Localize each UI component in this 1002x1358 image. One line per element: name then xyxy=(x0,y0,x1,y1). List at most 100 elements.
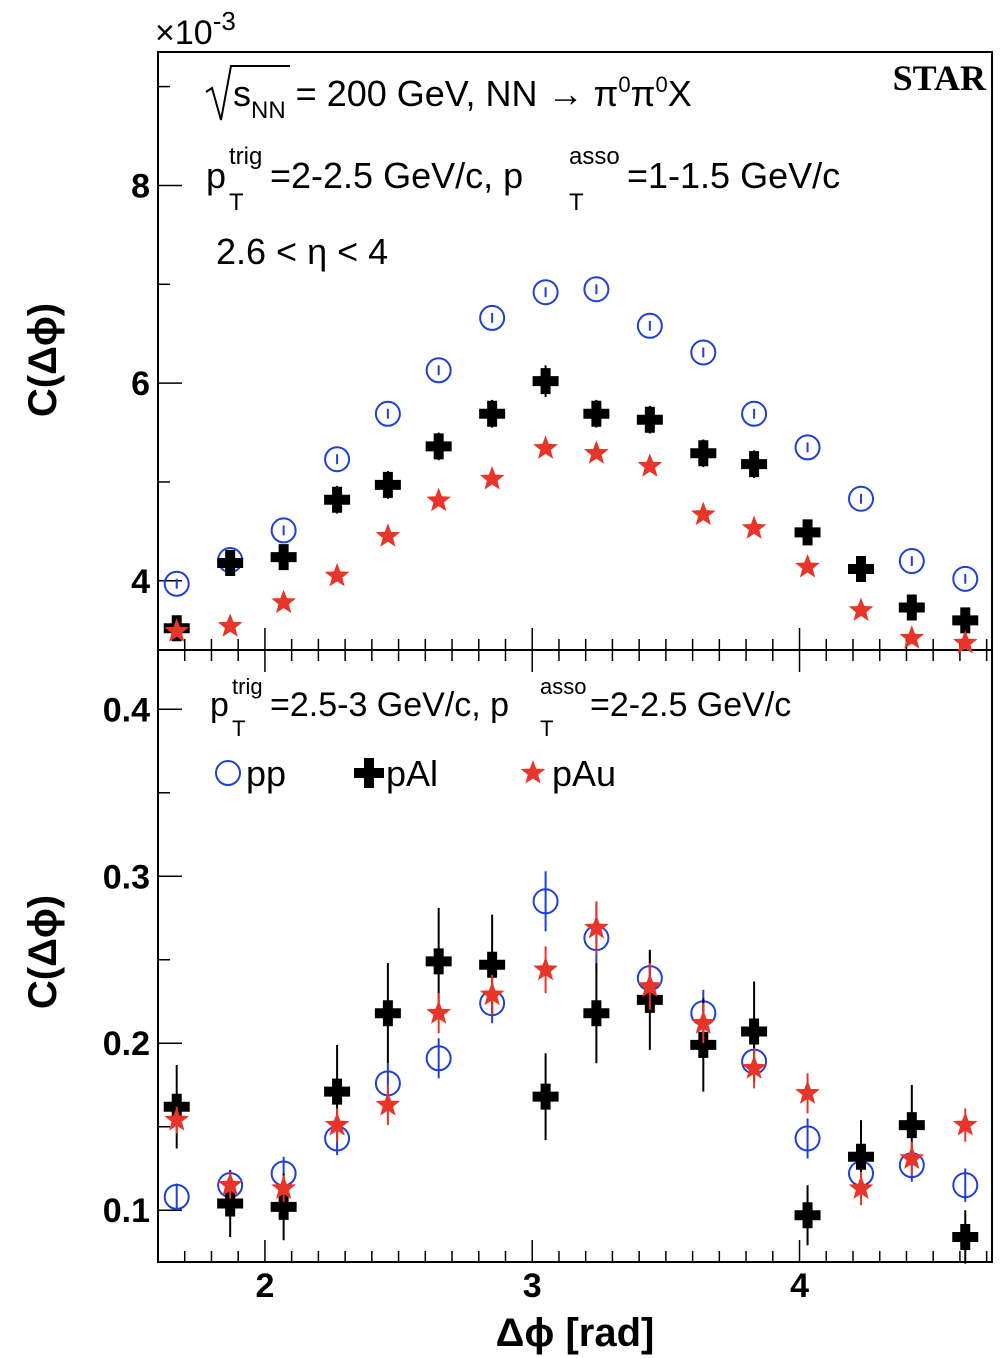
legend-entry-pau: pAu xyxy=(520,753,616,794)
point-pau xyxy=(741,515,767,539)
point-pal xyxy=(690,440,717,467)
top-pt-annotation: p trig T =2-2.5 GeV/c, p asso T =1-1.5 G… xyxy=(206,143,840,216)
svg-text:p: p xyxy=(210,686,229,724)
point-pau xyxy=(479,981,505,1006)
y-tick-label: 6 xyxy=(131,365,150,403)
legend-marker-pau xyxy=(520,760,546,784)
point-pp xyxy=(163,1183,190,1210)
point-pal xyxy=(898,594,925,621)
point-pp xyxy=(479,304,506,331)
point-pal xyxy=(270,544,297,571)
point-pal xyxy=(583,1000,610,1027)
svg-text:trig: trig xyxy=(229,143,262,170)
svg-text:p: p xyxy=(206,155,226,196)
point-pal xyxy=(848,1143,875,1170)
point-pau xyxy=(324,562,350,587)
point-pp xyxy=(898,548,925,575)
point-pal xyxy=(425,948,452,975)
svg-text:=1-1.5 GeV/c: =1-1.5 GeV/c xyxy=(627,155,840,196)
point-pal xyxy=(324,486,351,513)
bottom-pt-annotation: p trig T =2.5-3 GeV/c, p asso T =2-2.5 G… xyxy=(210,674,791,741)
eta-annotation: 2.6 < η < 4 xyxy=(216,231,388,272)
point-pau xyxy=(741,1055,767,1079)
svg-text:T: T xyxy=(229,189,244,216)
point-pal xyxy=(217,550,244,577)
bottom-panel-ticks: 0.1 0.2 0.3 0.4 xyxy=(103,691,182,1230)
point-pal xyxy=(741,1018,768,1045)
point-pau xyxy=(324,1112,350,1136)
point-pp xyxy=(741,400,768,427)
point-pal xyxy=(270,1193,297,1220)
svg-text:T: T xyxy=(232,716,245,741)
point-pau xyxy=(795,554,820,578)
svg-text:=2-2.5 GeV/c, p: =2-2.5 GeV/c, p xyxy=(270,155,523,196)
x-tick-label: 3 xyxy=(523,1267,542,1305)
svg-text:trig: trig xyxy=(232,674,263,699)
svg-text:T: T xyxy=(540,716,553,741)
point-pal xyxy=(532,1083,559,1110)
y-tick-label: 4 xyxy=(131,563,150,601)
point-pau xyxy=(637,973,663,997)
svg-text:=2-2.5 GeV/c: =2-2.5 GeV/c xyxy=(590,686,791,724)
x-axis-title: Δϕ [rad] xyxy=(496,1311,655,1355)
sqrt-symbol xyxy=(205,65,290,121)
svg-text:sNN = 200 GeV, NN → π0π0X: sNN = 200 GeV, NN → π0π0X xyxy=(233,72,692,124)
y-tick-label: 8 xyxy=(131,167,150,205)
point-pau xyxy=(271,1175,296,1199)
point-pau xyxy=(848,597,874,621)
point-pp xyxy=(794,434,821,461)
legend: pp pAl pAu xyxy=(215,753,616,794)
bottom-panel-frame xyxy=(157,649,993,1263)
point-pal xyxy=(898,1112,925,1139)
svg-text:asso: asso xyxy=(540,674,586,699)
point-pal xyxy=(690,1031,717,1058)
point-pp xyxy=(532,279,559,306)
point-pau xyxy=(533,435,558,459)
bottom-y-axis-title: C(Δϕ) xyxy=(21,895,65,1009)
point-pp xyxy=(163,570,190,597)
y-tick-label: 0.1 xyxy=(103,1192,150,1230)
svg-text:pp: pp xyxy=(246,753,286,794)
point-pp xyxy=(690,339,717,366)
point-pal xyxy=(794,519,821,546)
point-pal xyxy=(583,400,610,427)
point-pau xyxy=(375,523,401,547)
point-pau xyxy=(479,466,505,490)
point-pau xyxy=(426,1000,451,1024)
experiment-label: STAR xyxy=(893,58,987,98)
point-pal xyxy=(425,433,452,460)
x-tick-label: 4 xyxy=(790,1267,809,1305)
point-pau xyxy=(899,1145,925,1169)
point-pp xyxy=(532,888,559,915)
y-tick-label: 0.3 xyxy=(103,858,150,896)
y-multiplier: ×10-3 xyxy=(155,6,236,52)
y-tick-label: 0.2 xyxy=(103,1025,150,1063)
point-pau xyxy=(795,1080,820,1104)
point-pau xyxy=(426,487,451,512)
point-pp xyxy=(324,446,351,473)
top-panel-data xyxy=(163,276,979,654)
top-panel-ticks: 4 6 8 xyxy=(131,85,182,601)
point-pp xyxy=(270,517,297,544)
point-pau xyxy=(375,1092,401,1116)
point-pal xyxy=(532,368,559,395)
point-pal xyxy=(374,471,401,498)
point-pp xyxy=(636,312,663,339)
legend-marker-pp xyxy=(215,760,241,786)
svg-text:pAu: pAu xyxy=(552,753,616,794)
point-pal xyxy=(848,555,875,582)
point-pau xyxy=(164,1107,190,1131)
point-pp xyxy=(583,276,610,303)
point-pau xyxy=(533,956,558,981)
x-tick-label: 2 xyxy=(255,1267,274,1305)
point-pal xyxy=(952,1223,979,1250)
point-pau xyxy=(217,1172,243,1196)
svg-text:asso: asso xyxy=(569,143,620,170)
point-pp xyxy=(794,1125,821,1152)
point-pp xyxy=(952,1172,979,1199)
point-pau xyxy=(271,589,296,614)
point-pau xyxy=(164,618,190,642)
point-pau xyxy=(637,453,663,477)
x-axis-ticks: 2 3 4 xyxy=(183,628,988,1305)
legend-entry-pp: pp xyxy=(215,753,286,794)
